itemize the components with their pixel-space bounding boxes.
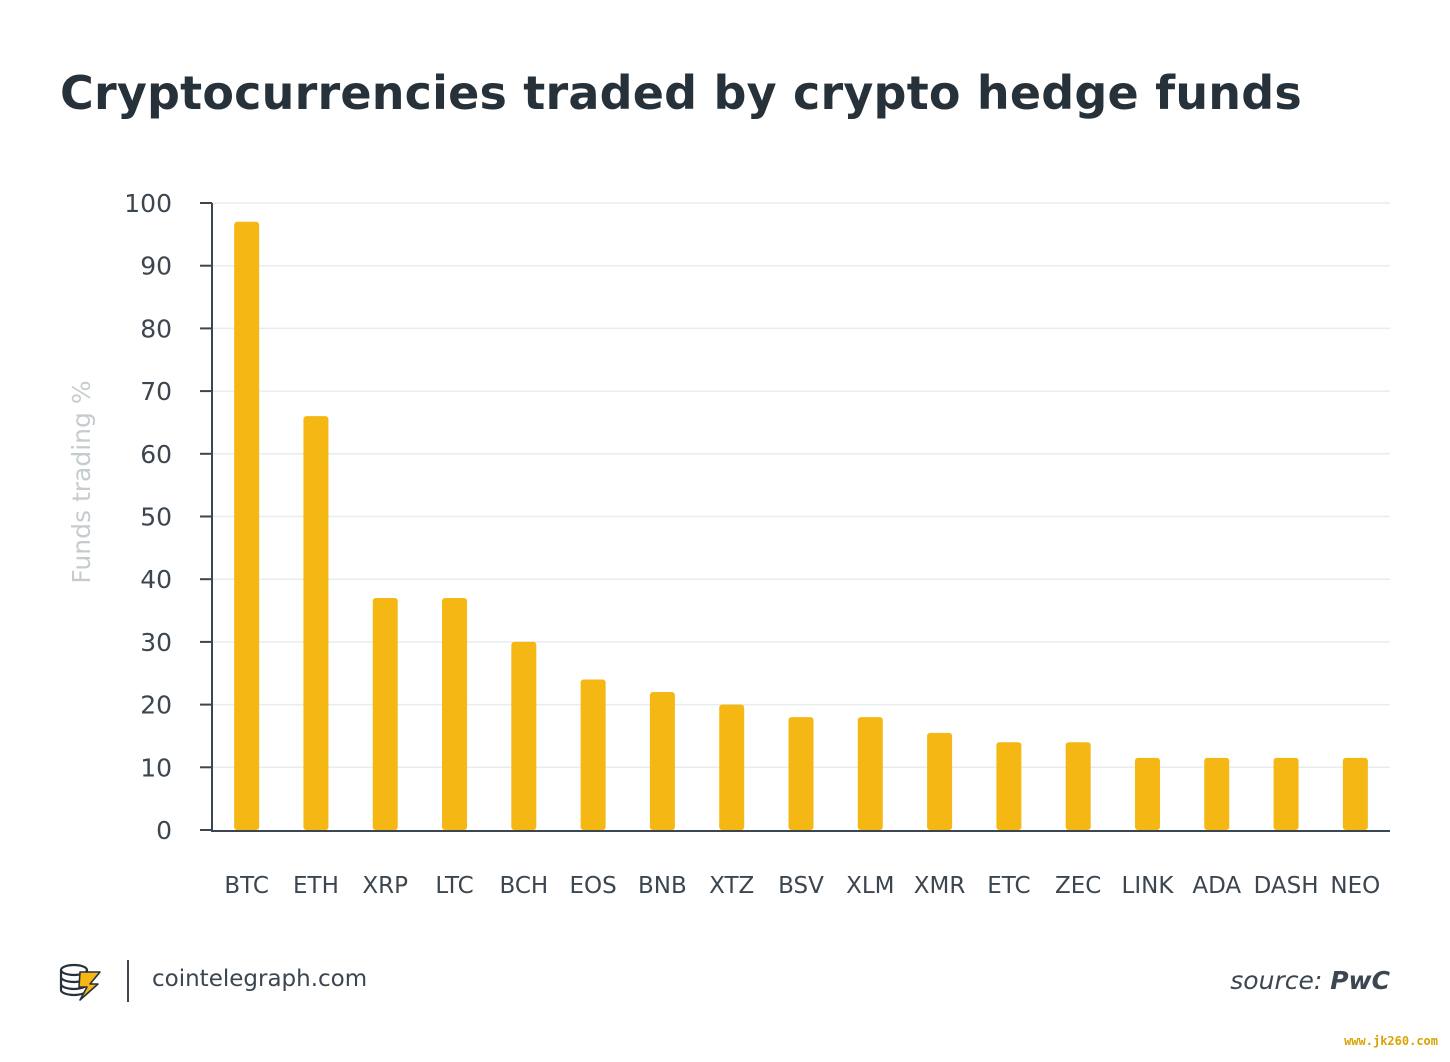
axes bbox=[200, 202, 1390, 832]
y-tick-label: 30 bbox=[140, 628, 172, 657]
x-tick-label-etc: ETC bbox=[987, 873, 1030, 899]
bar-ada bbox=[1204, 757, 1230, 830]
y-tick-label: 70 bbox=[140, 377, 172, 406]
footer-source: source: PwC bbox=[1230, 966, 1390, 995]
x-tick-labels: BTC ETH XRP LTC BCH EOS BNB XTZ BSV XLM XMR ETC ZEC L… bbox=[224, 873, 1380, 899]
bar-bch bbox=[511, 641, 537, 830]
y-tick-label: 90 bbox=[140, 252, 172, 281]
y-tick-label: 60 bbox=[140, 440, 172, 469]
cointelegraph-logo-icon bbox=[59, 963, 101, 1001]
y-tick-label: 50 bbox=[140, 503, 172, 532]
y-tick-label: 0 bbox=[156, 816, 172, 845]
x-tick-label-xtz: XTZ bbox=[709, 873, 754, 899]
x-tick-label-xmr: XMR bbox=[914, 873, 966, 899]
x-tick-label-eth: ETH bbox=[293, 873, 339, 899]
bar-ltc bbox=[442, 598, 468, 830]
x-tick-label-bch: BCH bbox=[499, 873, 548, 899]
x-tick-label-neo: NEO bbox=[1330, 873, 1380, 899]
bar-eos bbox=[580, 679, 606, 830]
x-tick-label-ltc: LTC bbox=[435, 873, 473, 899]
x-tick-label-ada: ADA bbox=[1192, 873, 1241, 899]
bar-xmr bbox=[927, 732, 953, 830]
bar-xlm bbox=[857, 717, 883, 830]
x-tick-label-link: LINK bbox=[1122, 873, 1175, 899]
y-tick-label: 10 bbox=[140, 753, 172, 782]
watermark: www.jk260.com bbox=[1344, 1034, 1438, 1048]
bar-btc bbox=[234, 221, 260, 830]
x-tick-label-xlm: XLM bbox=[846, 873, 894, 899]
y-tick-label: 100 bbox=[124, 189, 172, 218]
x-tick-label-bsv: BSV bbox=[778, 873, 824, 899]
x-tick-label-bnb: BNB bbox=[638, 873, 687, 899]
grid-lines bbox=[212, 202, 1390, 769]
bar-xtz bbox=[719, 704, 745, 830]
chart-title: Cryptocurrencies traded by crypto hedge … bbox=[60, 66, 1302, 120]
y-tick-labels: 0 10 20 30 40 50 60 70 80 90 100 bbox=[124, 189, 172, 845]
x-tick-label-zec: ZEC bbox=[1055, 873, 1101, 899]
bar-xrp bbox=[372, 598, 398, 830]
y-tick-label: 40 bbox=[140, 565, 172, 594]
x-tick-label-dash: DASH bbox=[1254, 873, 1319, 899]
bar-eth bbox=[303, 416, 329, 830]
source-name: PwC bbox=[1330, 966, 1390, 995]
bar-zec bbox=[1065, 742, 1091, 830]
bar-etc bbox=[996, 742, 1022, 830]
bars bbox=[234, 221, 1368, 830]
source-prefix: source: bbox=[1230, 966, 1323, 995]
bar-dash bbox=[1273, 757, 1299, 830]
x-tick-label-btc: BTC bbox=[224, 873, 269, 899]
footer-divider bbox=[127, 960, 129, 1002]
y-tick-label: 20 bbox=[140, 691, 172, 720]
x-tick-label-xrp: XRP bbox=[362, 873, 408, 899]
bar-neo bbox=[1342, 757, 1368, 830]
bar-link bbox=[1134, 757, 1160, 830]
footer-site-link[interactable]: cointelegraph.com bbox=[152, 966, 368, 992]
bar-bsv bbox=[788, 717, 814, 830]
x-tick-label-eos: EOS bbox=[569, 873, 616, 899]
bar-bnb bbox=[649, 692, 675, 830]
y-axis-label: Funds trading % bbox=[67, 380, 96, 583]
y-tick-label: 80 bbox=[140, 314, 172, 343]
